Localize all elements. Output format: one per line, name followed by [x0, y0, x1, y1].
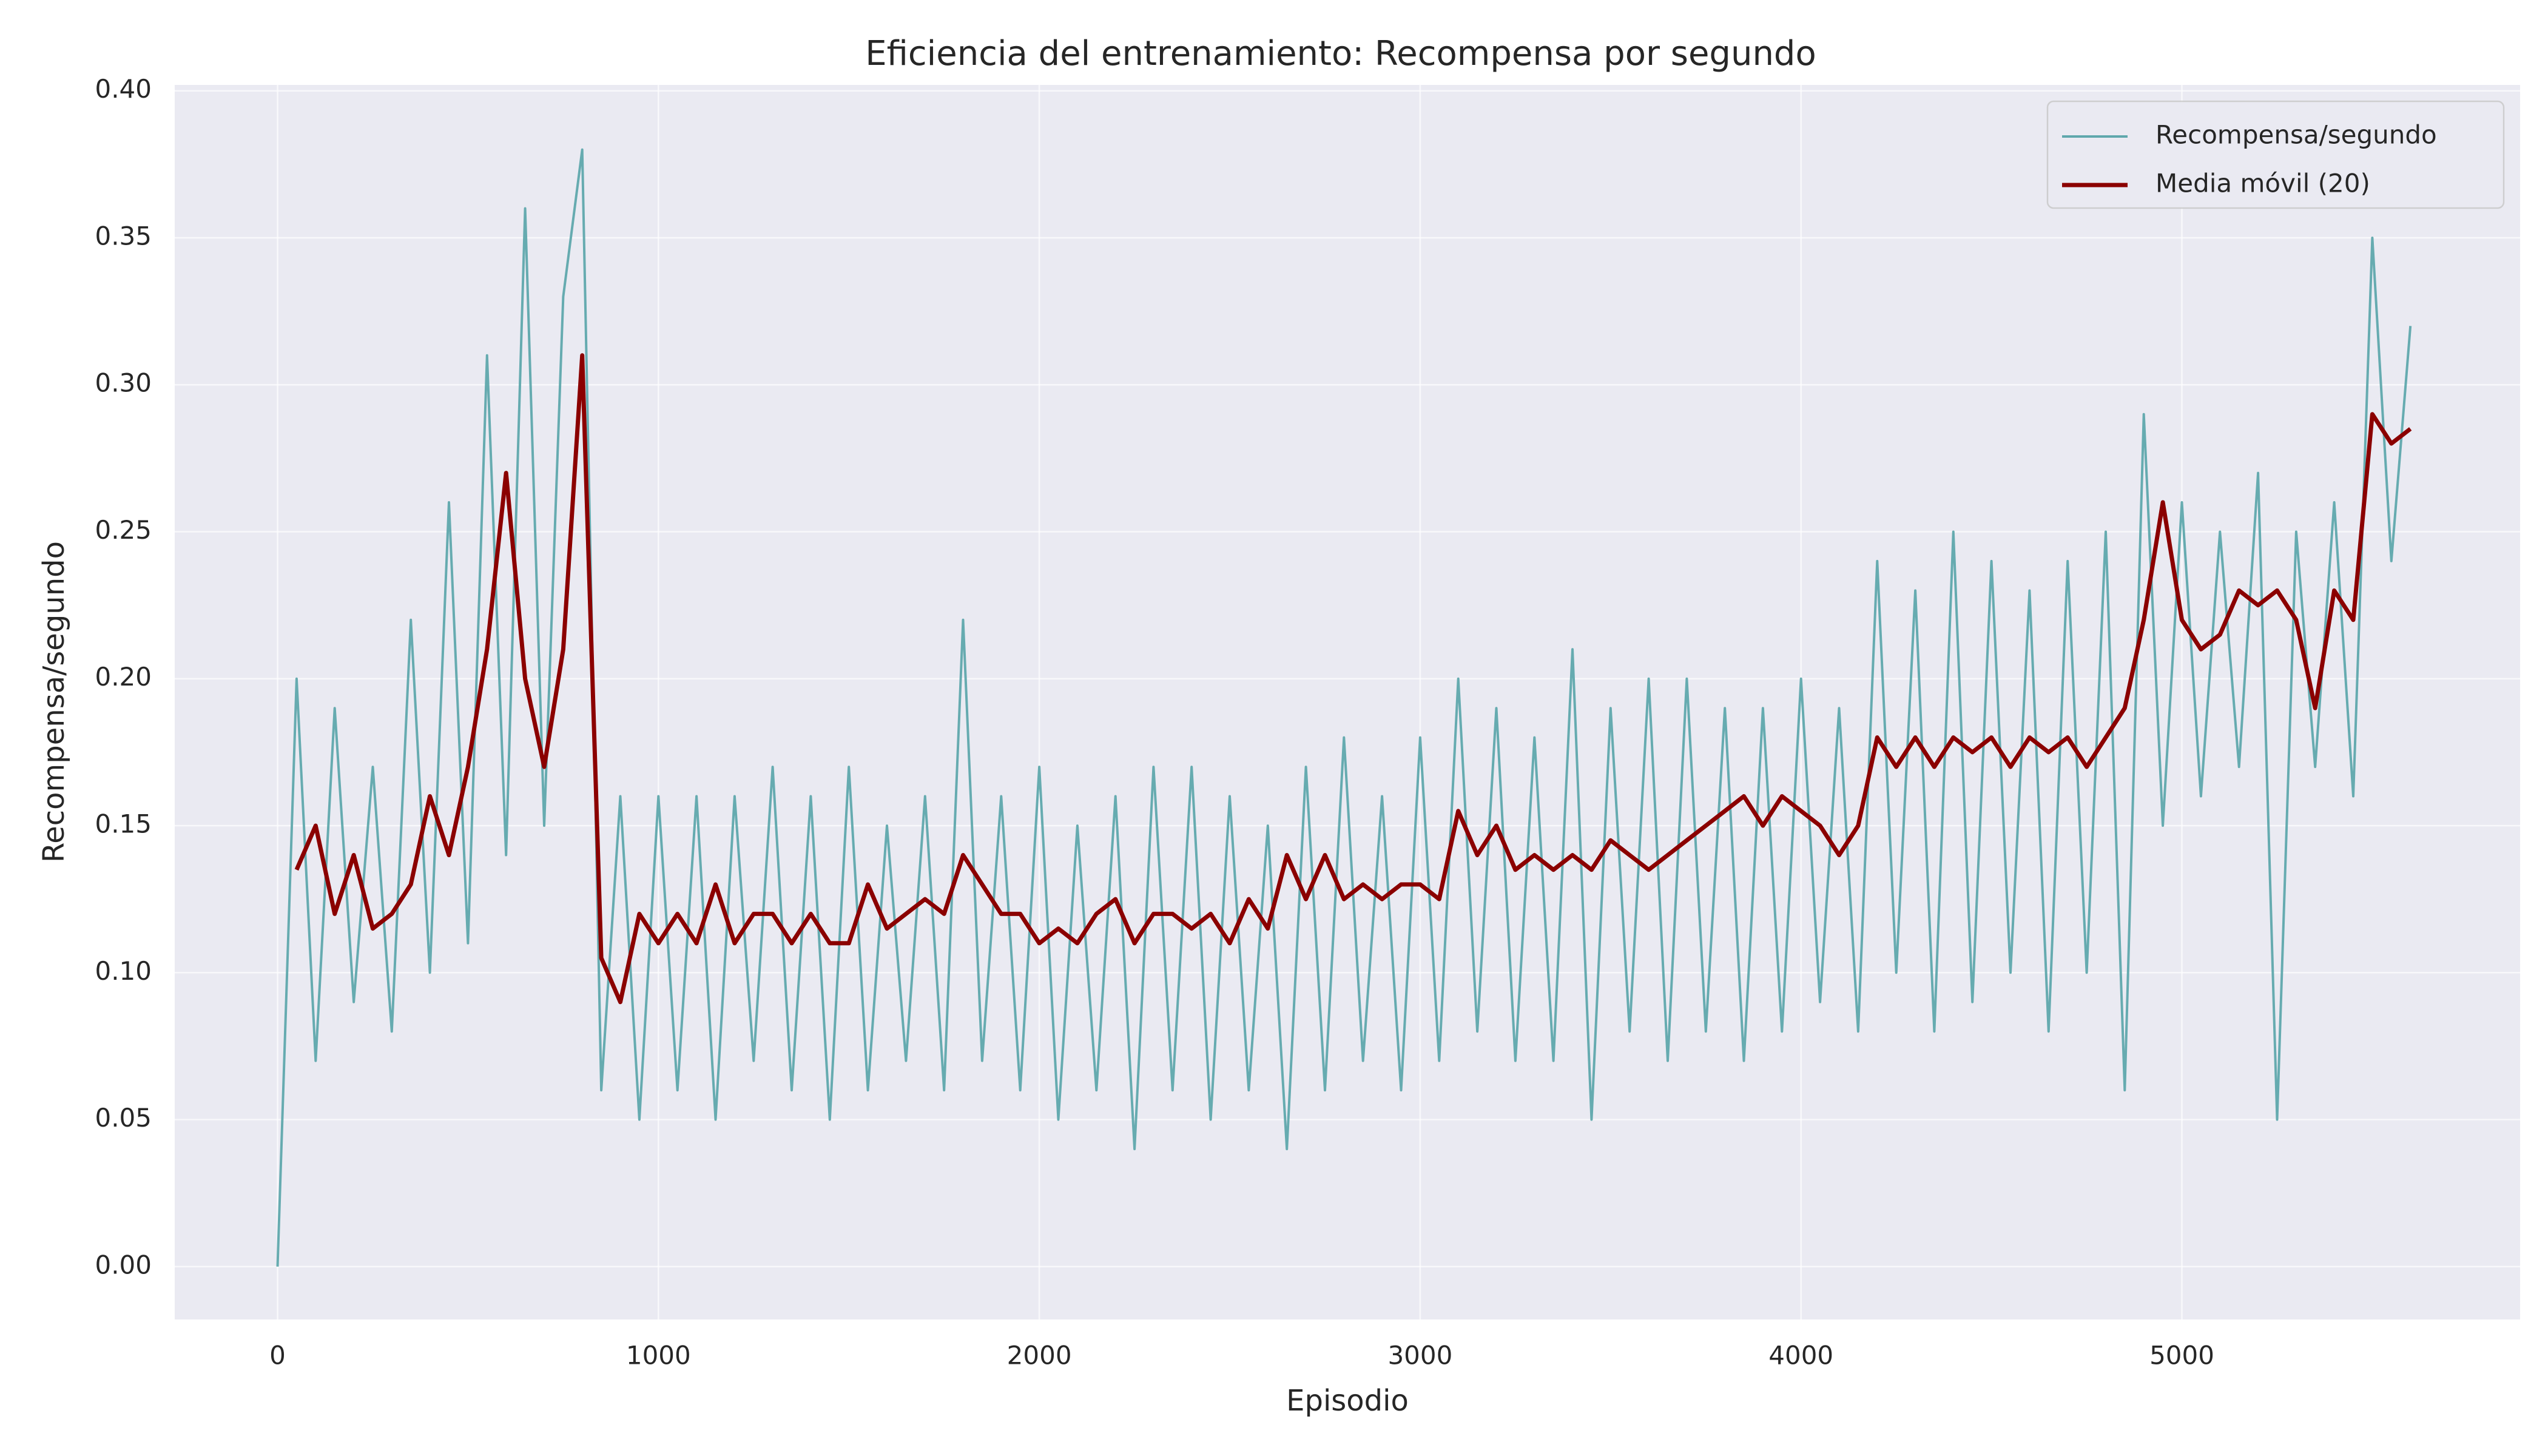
- x-tick-label: 2000: [1007, 1341, 1072, 1370]
- y-tick-label: 0.20: [95, 662, 152, 692]
- chart-title: Eficiencia del entrenamiento: Recompensa…: [865, 34, 1816, 73]
- y-tick-label: 0.15: [95, 809, 152, 839]
- y-tick-label: 0.00: [95, 1250, 152, 1279]
- y-tick-label: 0.40: [95, 74, 152, 104]
- x-tick-label: 1000: [626, 1341, 691, 1370]
- x-tick-label: 0: [269, 1341, 286, 1370]
- legend-label: Recompensa/segundo: [2155, 120, 2437, 150]
- x-axis-label: Episodio: [1286, 1384, 1409, 1418]
- y-tick-label: 0.05: [95, 1103, 152, 1133]
- y-tick-label: 0.35: [95, 221, 152, 251]
- x-tick-label: 4000: [1768, 1341, 1833, 1370]
- y-tick-label: 0.30: [95, 368, 152, 398]
- series-line: [294, 353, 2412, 1005]
- y-axis-label: Recompensa/segundo: [37, 541, 71, 863]
- legend-label: Media móvil (20): [2155, 169, 2370, 198]
- plot-area: [175, 85, 2520, 1320]
- legend-box: [2046, 100, 2505, 209]
- y-tick-label: 0.10: [95, 956, 152, 986]
- x-tick-label: 3000: [1387, 1341, 1452, 1370]
- x-tick-label: 5000: [2149, 1341, 2214, 1370]
- y-tick-label: 0.25: [95, 515, 152, 545]
- series-line: [276, 148, 2412, 1267]
